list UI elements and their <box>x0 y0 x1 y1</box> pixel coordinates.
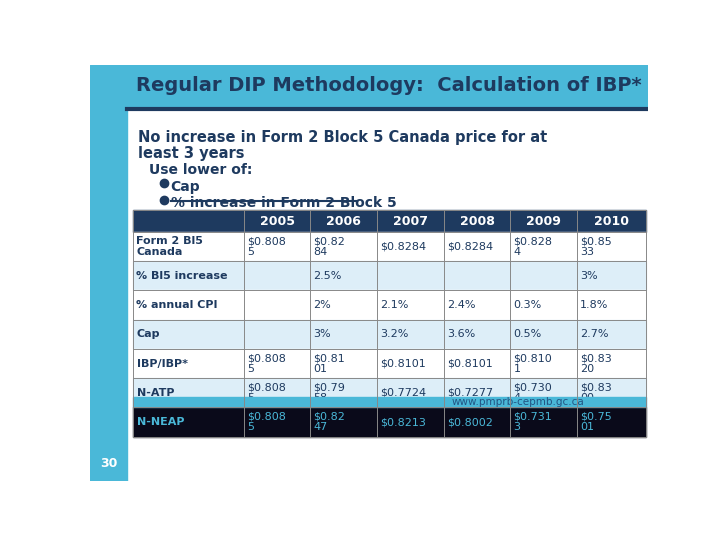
Bar <box>133 378 647 408</box>
Text: N-ATP: N-ATP <box>137 388 174 398</box>
Text: 2.1%: 2.1% <box>380 300 408 310</box>
Text: No increase in Form 2 Block 5 Canada price for at: No increase in Form 2 Block 5 Canada pri… <box>138 130 547 145</box>
Text: least 3 years: least 3 years <box>138 146 245 161</box>
Text: 2010: 2010 <box>594 214 629 228</box>
Text: $0.81
01: $0.81 01 <box>313 353 346 374</box>
Text: $0.7724: $0.7724 <box>380 388 426 398</box>
Text: $0.82
84: $0.82 84 <box>313 236 346 257</box>
Text: 3%: 3% <box>313 329 331 339</box>
Text: 2.7%: 2.7% <box>580 329 609 339</box>
Text: $0.808
5: $0.808 5 <box>247 353 286 374</box>
Text: 2005: 2005 <box>259 214 294 228</box>
Text: Use lower of:: Use lower of: <box>149 163 252 177</box>
Text: www.pmprb-cepmb.gc.ca: www.pmprb-cepmb.gc.ca <box>451 397 584 407</box>
Bar <box>133 397 647 408</box>
Text: 2007: 2007 <box>393 214 428 228</box>
Text: 0.3%: 0.3% <box>513 300 542 310</box>
Text: Cap: Cap <box>137 329 160 339</box>
Text: 2.5%: 2.5% <box>313 271 342 281</box>
Text: 0.5%: 0.5% <box>513 329 542 339</box>
Text: 3%: 3% <box>580 271 598 281</box>
Text: $0.83
20: $0.83 20 <box>580 353 612 374</box>
Bar <box>133 408 647 437</box>
Text: 2%: 2% <box>313 300 331 310</box>
Text: $0.730
4: $0.730 4 <box>513 382 552 403</box>
Text: 2008: 2008 <box>459 214 495 228</box>
Text: 2006: 2006 <box>326 214 361 228</box>
Text: $0.810
1: $0.810 1 <box>513 353 552 374</box>
Text: $0.7277: $0.7277 <box>447 388 493 398</box>
Text: $0.8002: $0.8002 <box>447 417 492 427</box>
Text: $0.8284: $0.8284 <box>447 241 493 252</box>
Text: % Bl5 increase: % Bl5 increase <box>137 271 228 281</box>
Text: Form 2 Bl5
Canada: Form 2 Bl5 Canada <box>137 236 203 257</box>
Bar <box>133 349 647 378</box>
Bar <box>133 320 647 349</box>
Bar <box>133 261 647 291</box>
Text: $0.808
5: $0.808 5 <box>247 382 286 403</box>
Text: $0.8101: $0.8101 <box>380 359 426 369</box>
Text: $0.828
4: $0.828 4 <box>513 236 552 257</box>
Text: $0.8284: $0.8284 <box>380 241 426 252</box>
Text: 2009: 2009 <box>526 214 562 228</box>
Text: $0.82
47: $0.82 47 <box>313 411 346 433</box>
Text: $0.83
00: $0.83 00 <box>580 382 612 403</box>
Text: $0.75
01: $0.75 01 <box>580 411 612 433</box>
Text: Regular DIP Methodology:  Calculation of IBP*: Regular DIP Methodology: Calculation of … <box>137 77 642 96</box>
Text: 1.8%: 1.8% <box>580 300 608 310</box>
Text: $0.808
5: $0.808 5 <box>247 236 286 257</box>
Text: N-NEAP: N-NEAP <box>137 417 184 427</box>
Bar <box>133 210 647 232</box>
Text: IBP/IBP*: IBP/IBP* <box>137 359 187 369</box>
Text: $0.808
5: $0.808 5 <box>247 411 286 433</box>
Bar <box>133 232 647 261</box>
Text: $0.8101: $0.8101 <box>447 359 492 369</box>
Text: $0.85
33: $0.85 33 <box>580 236 612 257</box>
Text: $0.8213: $0.8213 <box>380 417 426 427</box>
Text: $0.79
58: $0.79 58 <box>313 382 346 403</box>
Text: 2.4%: 2.4% <box>447 300 475 310</box>
Text: $0.731
3: $0.731 3 <box>513 411 552 433</box>
Text: % increase in Form 2 Block 5: % increase in Form 2 Block 5 <box>171 197 396 211</box>
Bar <box>127 65 648 107</box>
Text: 30: 30 <box>100 457 117 470</box>
Text: % annual CPI: % annual CPI <box>137 300 218 310</box>
Bar <box>133 291 647 320</box>
Text: 3.2%: 3.2% <box>380 329 408 339</box>
Text: 3.6%: 3.6% <box>447 329 475 339</box>
Text: Cap: Cap <box>171 179 200 193</box>
Bar <box>90 65 127 481</box>
